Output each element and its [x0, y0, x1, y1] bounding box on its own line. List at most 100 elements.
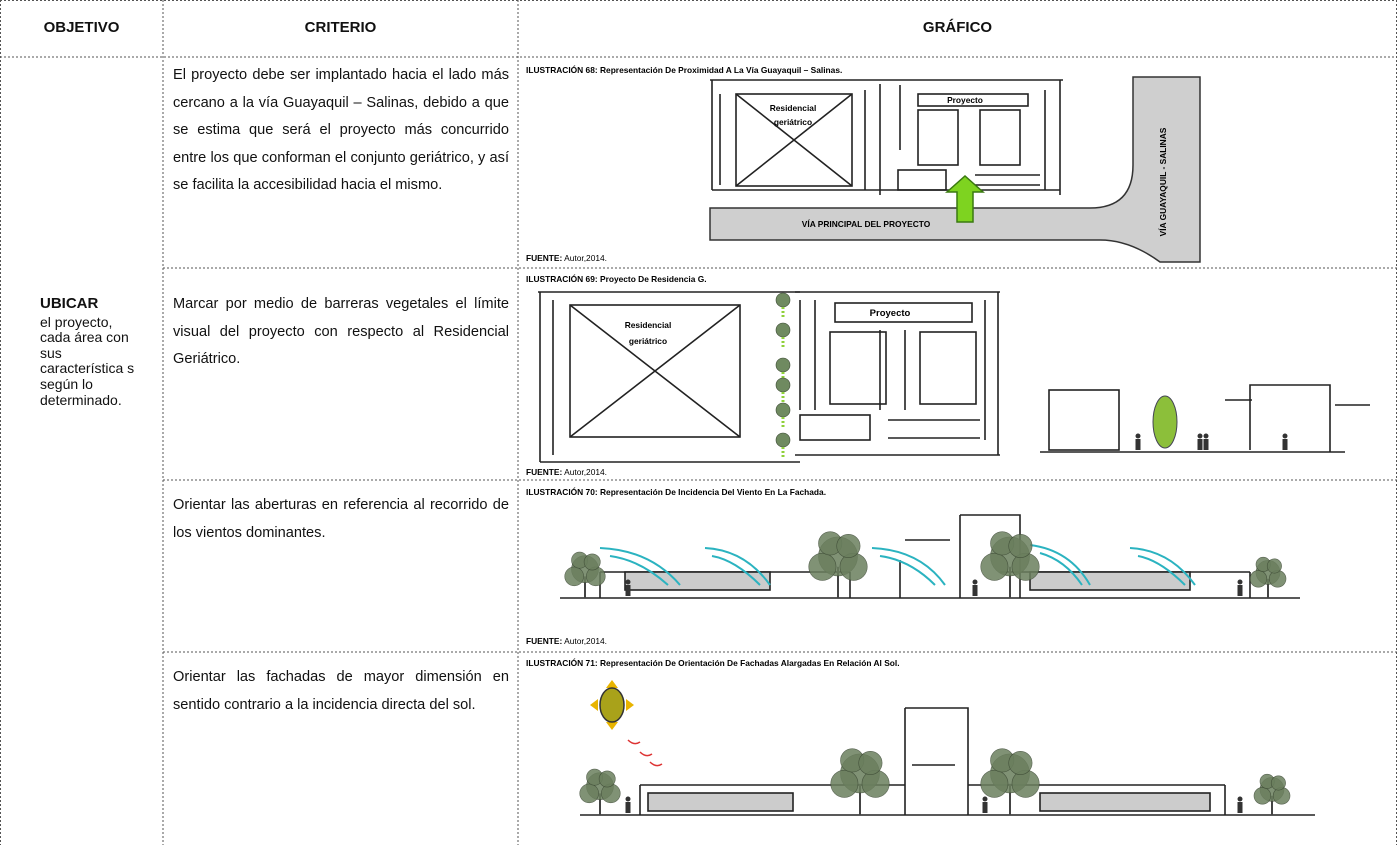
sketch-box	[834, 302, 973, 323]
sketch-line	[888, 419, 980, 439]
source-text: Autor,2014.	[564, 253, 607, 263]
person	[625, 579, 631, 585]
person	[972, 585, 978, 596]
source: FUENTE: Autor,2014.	[526, 467, 607, 477]
sketch-line	[1040, 384, 1370, 453]
objective-title: UBICAR	[40, 295, 99, 312]
caption: ILUSTRACIÓN 69: Proyecto De Residencia G…	[526, 273, 707, 284]
tree-crown	[598, 770, 616, 788]
hedge	[1152, 395, 1178, 449]
access-arrow	[945, 174, 985, 223]
tree-crown	[980, 769, 1009, 798]
tree-crown	[775, 292, 791, 308]
tree-crown	[583, 553, 601, 571]
tree-crown	[861, 769, 890, 798]
drawing-label: Proyecto	[870, 308, 911, 319]
sketch-line	[538, 291, 800, 463]
window-band	[1029, 571, 1191, 591]
sketch-box	[829, 331, 887, 405]
person	[625, 796, 631, 802]
source-text: Autor,2014.	[564, 467, 607, 477]
source-label: FUENTE:	[526, 467, 562, 477]
objective: UBICAR el proyecto, cada área con sus ca…	[40, 296, 144, 408]
sketch-box	[897, 169, 947, 191]
criterion: Orientar las aberturas en referencia al …	[173, 497, 509, 541]
caption: ILUSTRACIÓN 68: Representación De Proxim…	[526, 64, 842, 75]
caption: ILUSTRACIÓN 71: Representación De Orient…	[526, 657, 900, 668]
tree-crown	[775, 357, 791, 373]
tree-crown	[1270, 775, 1286, 791]
drawing-label: Residencial	[625, 320, 672, 330]
tree-crown	[1011, 552, 1040, 581]
tree-crown	[775, 432, 791, 448]
plan-sketch	[710, 79, 1063, 195]
header-cell: CRITERIO	[304, 19, 377, 36]
tree-crown	[564, 566, 584, 587]
person	[1203, 439, 1209, 450]
sketch-box	[917, 109, 959, 166]
sun-disc	[599, 687, 625, 723]
trees	[579, 748, 1291, 815]
sketch-box	[735, 93, 853, 187]
window-band	[1039, 792, 1211, 812]
person	[625, 802, 631, 813]
person	[982, 802, 988, 813]
sketch-line	[735, 93, 853, 187]
sketch-box	[979, 109, 1021, 166]
person	[982, 796, 988, 802]
caption: ILUSTRACIÓN 70: Representación De Incide…	[526, 486, 826, 497]
sun-ray	[627, 739, 663, 767]
sketch-box	[919, 331, 977, 405]
sketch-line	[569, 304, 741, 438]
tree-crown	[1249, 570, 1268, 588]
tree-crown	[579, 783, 599, 804]
tree-crown	[1008, 533, 1033, 558]
sketch-box	[917, 93, 1029, 107]
person	[1237, 579, 1243, 585]
drawing-label: geriátrico	[774, 117, 812, 127]
wind-line	[599, 544, 1196, 586]
window-band	[647, 792, 794, 812]
window-band	[624, 571, 771, 591]
tree-crown	[1011, 769, 1040, 798]
tree-crown	[1266, 558, 1282, 574]
sketch-line	[719, 84, 1046, 195]
section-sketch	[580, 707, 1315, 816]
tree-crown	[830, 769, 859, 798]
header-cell: GRÁFICO	[922, 19, 993, 36]
criterion: Marcar por medio de barreras vegetales e…	[173, 296, 509, 368]
source-label: FUENTE:	[526, 636, 562, 646]
person	[1135, 433, 1141, 439]
sun	[590, 680, 663, 767]
person	[1203, 433, 1209, 439]
objective-text: el proyecto, cada área con sus caracterí…	[40, 313, 135, 408]
person	[1197, 439, 1203, 450]
person	[1237, 585, 1243, 596]
person	[625, 585, 631, 596]
tree-crown	[1253, 787, 1272, 805]
tree-crown	[775, 322, 791, 338]
criterion: El proyecto debe ser implantado hacia el…	[173, 67, 509, 194]
source-text: Autor,2014.	[564, 636, 607, 646]
tree-crown	[808, 552, 837, 581]
person	[1282, 433, 1288, 439]
person	[972, 579, 978, 585]
wind-lines	[599, 544, 1196, 586]
tree-crown	[1008, 750, 1033, 775]
person	[1237, 802, 1243, 813]
tree-crown	[775, 377, 791, 393]
sketch-line	[975, 174, 1040, 186]
sketch-line	[710, 79, 1063, 195]
tree-barrier	[775, 292, 1288, 458]
source-label: FUENTE:	[526, 253, 562, 263]
person	[1135, 439, 1141, 450]
drawing-label: geriátrico	[629, 336, 667, 346]
criterion: Orientar las fachadas de mayor dimensión…	[173, 669, 509, 713]
sketch-box	[1048, 389, 1120, 451]
source: FUENTE: Autor,2014.	[526, 253, 607, 263]
header-cell: OBJETIVO	[43, 19, 120, 36]
drawing-label: Residencial	[770, 103, 817, 113]
